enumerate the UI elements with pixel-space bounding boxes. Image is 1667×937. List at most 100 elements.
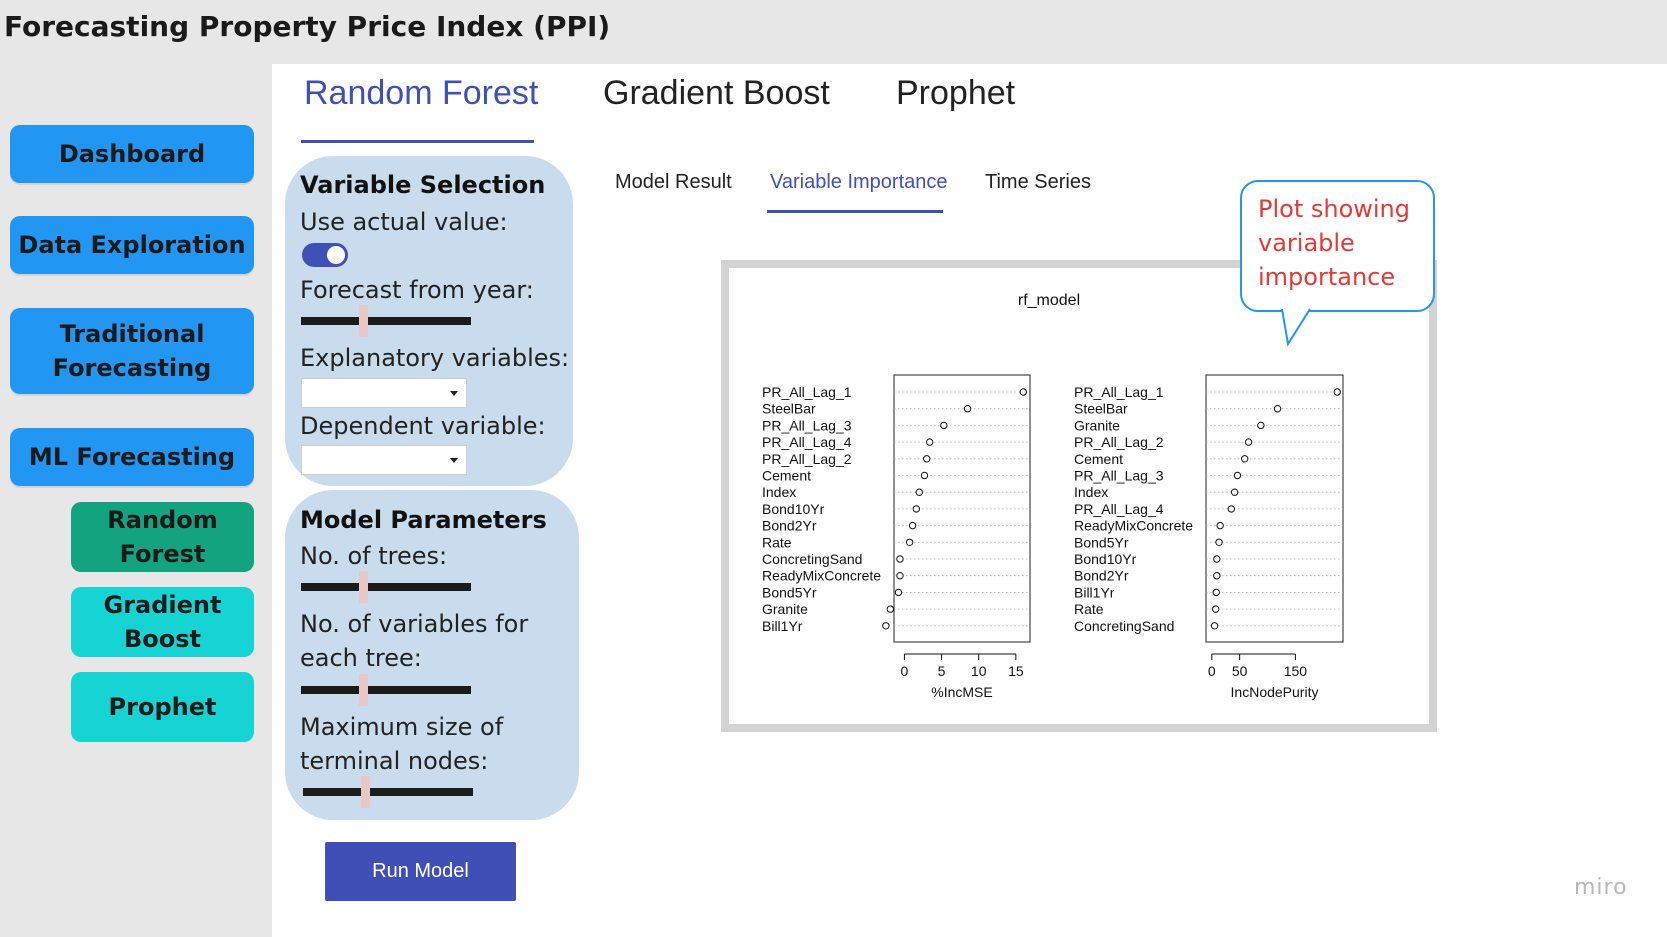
tab-random-forest[interactable]: Random Forest	[304, 74, 539, 112]
importance-point	[1240, 455, 1249, 463]
variable-label: ConcretingSand	[1074, 618, 1174, 634]
chart-title: rf_model	[1018, 292, 1080, 309]
importance-point	[908, 521, 917, 530]
importance-point	[1230, 488, 1239, 496]
explanatory-dropdown[interactable]	[301, 378, 467, 408]
importance-point	[1210, 622, 1219, 630]
app-header: Forecasting Property Price Index (PPI)	[0, 0, 1667, 64]
app-title: Forecasting Property Price Index (PPI)	[4, 10, 611, 43]
active-tab-underline	[301, 140, 534, 143]
importance-point	[905, 538, 914, 546]
trees-slider[interactable]	[301, 571, 471, 603]
variable-label: PR_All_Lag_4	[762, 434, 852, 450]
callout-box	[1240, 180, 1435, 312]
variable-label: Bill1Yr	[762, 618, 803, 634]
importance-point	[886, 605, 895, 613]
importance-point	[1273, 405, 1282, 413]
tab-gradient-boost[interactable]: Gradient Boost	[603, 74, 830, 112]
variable-label: Cement	[1074, 451, 1123, 467]
variable-label: Bond5Yr	[762, 584, 817, 600]
variable-importance-plot: rf_modelPR_All_Lag_1SteelBarPR_All_Lag_3…	[762, 292, 1344, 700]
x-tick-label: 10	[971, 663, 987, 679]
variable-label: Bill1Yr	[1074, 584, 1115, 600]
nav-traditional-forecasting-button[interactable]: Traditional Forecasting	[10, 308, 254, 394]
vars-slider[interactable]	[301, 674, 471, 706]
explanatory-label: Explanatory variables:	[300, 344, 570, 372]
dependent-label: Dependent variable:	[300, 412, 546, 440]
variable-label: Index	[762, 484, 796, 500]
use-actual-toggle[interactable]	[302, 243, 348, 267]
slider-thumb[interactable]	[359, 571, 368, 603]
tab-time-series[interactable]: Time Series	[985, 171, 1091, 193]
nav-data-exploration-button[interactable]: Data Exploration	[10, 216, 254, 274]
variable-label: Granite	[762, 601, 808, 617]
model-parameters-panel	[285, 490, 579, 820]
toggle-knob	[327, 246, 345, 264]
slider-thumb[interactable]	[359, 305, 368, 337]
importance-point	[896, 555, 904, 563]
nav-dashboard-button[interactable]: Dashboard	[10, 125, 254, 183]
slider-thumb[interactable]	[361, 776, 370, 808]
sidebar	[0, 64, 272, 937]
variable-label: PR_All_Lag_1	[762, 384, 852, 400]
model-parameters-title: Model Parameters	[300, 506, 547, 534]
importance-point	[1213, 555, 1221, 563]
importance-point	[1213, 572, 1221, 580]
variable-label: PR_All_Lag_1	[1074, 384, 1164, 400]
nav-random-forest-button[interactable]: Random Forest	[71, 502, 254, 572]
forecast-year-label: Forecast from year:	[300, 276, 534, 304]
variable-label: Cement	[762, 468, 811, 484]
nodes-slider[interactable]	[303, 776, 473, 808]
tab-prophet[interactable]: Prophet	[896, 74, 1016, 112]
variable-label: PR_All_Lag_4	[1074, 501, 1164, 517]
run-model-button[interactable]: Run Model	[325, 842, 516, 901]
variable-selection-title: Variable Selection	[300, 171, 546, 199]
chevron-down-icon	[450, 391, 458, 396]
variable-label: PR_All_Lag_2	[1074, 434, 1164, 450]
use-actual-label: Use actual value:	[300, 208, 508, 236]
nav-gradient-boost-button[interactable]: Gradient Boost	[71, 587, 254, 657]
importance-point	[920, 471, 929, 480]
x-tick-label: 0	[901, 663, 909, 679]
tab-variable-importance[interactable]: Variable Importance	[770, 171, 948, 193]
variable-label: SteelBar	[762, 401, 816, 417]
importance-point	[1211, 605, 1220, 613]
active-subtab-underline	[767, 210, 943, 213]
nav-prophet-button[interactable]: Prophet	[71, 672, 254, 742]
x-tick-label: 5	[938, 663, 946, 679]
variable-label: PR_All_Lag_2	[762, 451, 852, 467]
variable-label: Granite	[1074, 417, 1120, 433]
importance-point	[1333, 388, 1341, 396]
variable-label: Bond2Yr	[762, 518, 817, 534]
variable-label: Bond2Yr	[1074, 568, 1129, 584]
importance-point	[915, 488, 923, 496]
x-tick-label: 0	[1208, 663, 1216, 679]
x-axis-label: IncNodePurity	[1231, 684, 1319, 700]
miro-watermark: miro	[1574, 875, 1628, 900]
variable-label: PR_All_Lag_3	[762, 417, 852, 433]
callout-text: Plot showing variable importance	[1258, 195, 1411, 291]
importance-point	[1019, 388, 1027, 396]
importance-point	[1233, 471, 1242, 480]
variable-label: Bond10Yr	[762, 501, 825, 517]
importance-point	[882, 622, 890, 630]
importance-point	[1257, 421, 1265, 430]
importance-point	[1244, 438, 1253, 446]
importance-point	[912, 505, 921, 513]
importance-point	[963, 405, 972, 413]
variable-label: Rate	[1074, 601, 1104, 617]
variable-label: Index	[1074, 484, 1108, 500]
forecast-year-slider[interactable]	[301, 305, 471, 337]
x-tick-label: 150	[1284, 663, 1308, 679]
slider-thumb[interactable]	[359, 674, 368, 706]
importance-point	[1227, 505, 1235, 513]
trees-label: No. of trees:	[300, 542, 448, 570]
callout-pointer	[1281, 308, 1311, 347]
variable-label: Bond10Yr	[1074, 551, 1137, 567]
importance-point	[1215, 538, 1223, 546]
nav-ml-forecasting-button[interactable]: ML Forecasting	[10, 428, 254, 486]
tab-model-result[interactable]: Model Result	[615, 171, 732, 193]
dependent-dropdown[interactable]	[301, 445, 467, 475]
importance-point	[923, 455, 931, 463]
variable-label: Bond5Yr	[1074, 534, 1129, 550]
